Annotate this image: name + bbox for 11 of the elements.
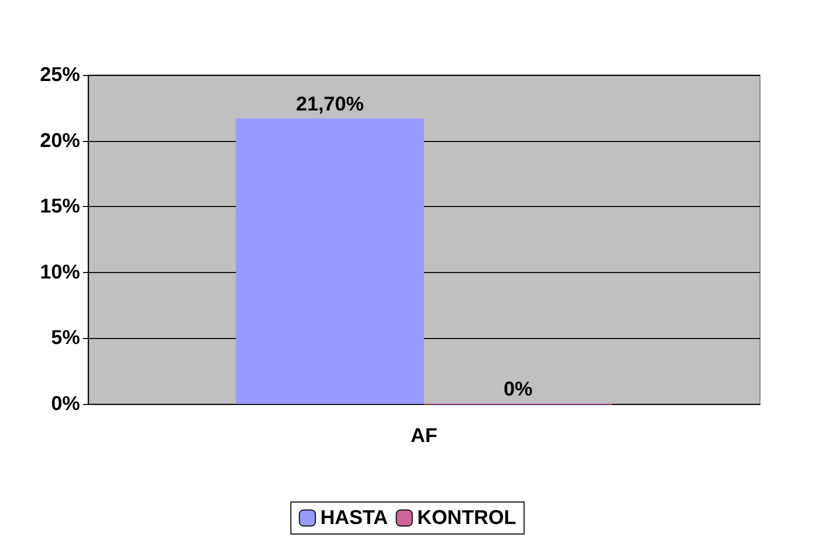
y-tick-label: 0% — [51, 393, 80, 415]
y-tick-label: 15% — [40, 196, 80, 218]
legend-label: HASTA — [320, 507, 388, 529]
y-tick-label: 25% — [40, 64, 80, 86]
y-tick-label: 10% — [40, 261, 80, 284]
data-label: 21,70% — [296, 93, 364, 116]
y-tick-label: 5% — [51, 327, 80, 350]
x-tick-label: AF — [410, 425, 438, 447]
y-tick-label: 20% — [40, 130, 80, 152]
legend-label: KONTROL — [417, 507, 516, 529]
data-label: 0% — [504, 378, 533, 400]
